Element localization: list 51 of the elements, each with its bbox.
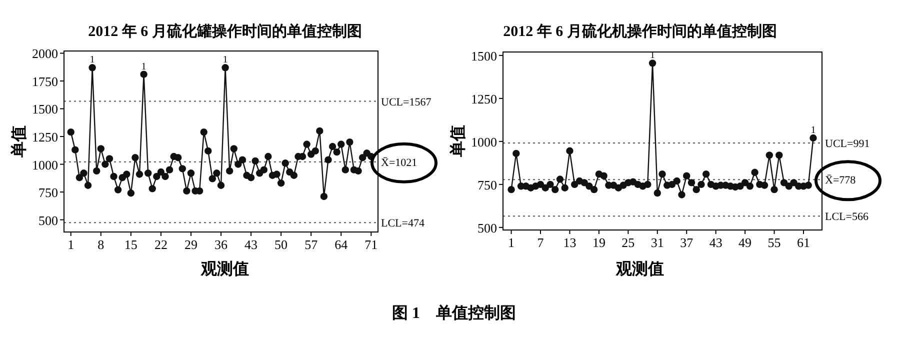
ref-line-label: X̄=1021 [381,156,418,169]
x-tick-label: 8 [98,237,104,252]
ref-line-label: UCL=1567 [381,96,432,108]
annotation: 1 [141,61,146,72]
x-tick-label: 22 [154,237,168,252]
y-tick-label: 1500 [471,48,497,64]
x-axis-title: 观测值 [615,260,664,278]
x-tick-label: 57 [304,237,318,252]
chart-title: 2012 年 6 月硫化机操作时间的单值控制图 [503,22,777,40]
ref-line-label: X̄=778 [825,174,856,187]
annotation: 1 [90,54,95,66]
x-tick-label: 50 [274,237,288,252]
x-tick-label: 19 [592,235,606,250]
y-axis-title: 单值 [10,126,28,158]
y-axis-title: 单值 [449,125,467,158]
y-tick-label: 1500 [32,102,58,117]
chart-title: 2012 年 6 月硫化罐操作时间的单值控制图 [88,22,362,40]
x-tick-label: 55 [768,235,781,250]
y-tick-label: 1750 [32,74,58,89]
ref-line-label: LCL=474 [381,218,425,230]
x-tick-label: 61 [796,235,810,250]
x-tick-label: 25 [622,235,635,250]
x-tick-label: 31 [650,235,664,250]
x-tick-label: 7 [537,235,544,250]
x-tick-label: 13 [563,235,576,250]
caption: 图 1 单值控制图 [392,304,516,322]
x-tick-label: 49 [738,235,752,250]
y-tick-label: 750 [38,185,58,200]
y-tick-label: 500 [38,212,58,228]
x-tick-label: 43 [244,237,258,252]
x-tick-label: 64 [334,237,348,252]
x-tick-label: 71 [364,237,378,252]
x-axis-title: 观测值 [200,260,249,278]
x-tick-label: 36 [214,237,228,252]
ref-line-label: LCL=566 [825,211,869,224]
y-tick-label: 2000 [32,46,58,62]
y-tick-label: 1000 [471,134,497,150]
x-tick-label: 29 [184,237,198,252]
y-tick-label: 750 [478,177,497,192]
x-tick-label: 43 [709,235,722,250]
y-tick-label: 500 [478,220,497,236]
x-tick-label: 1 [68,237,74,252]
y-tick-label: 1250 [471,91,497,106]
y-tick-label: 1000 [32,157,58,172]
ref-line-label: UCL=991 [825,138,870,150]
x-tick-label: 1 [508,235,515,250]
annotation: 1 [810,124,816,136]
y-tick-label: 1250 [32,130,58,145]
annotation: 1 [222,54,228,66]
x-tick-label: 37 [680,235,694,250]
x-tick-label: 15 [124,237,138,252]
